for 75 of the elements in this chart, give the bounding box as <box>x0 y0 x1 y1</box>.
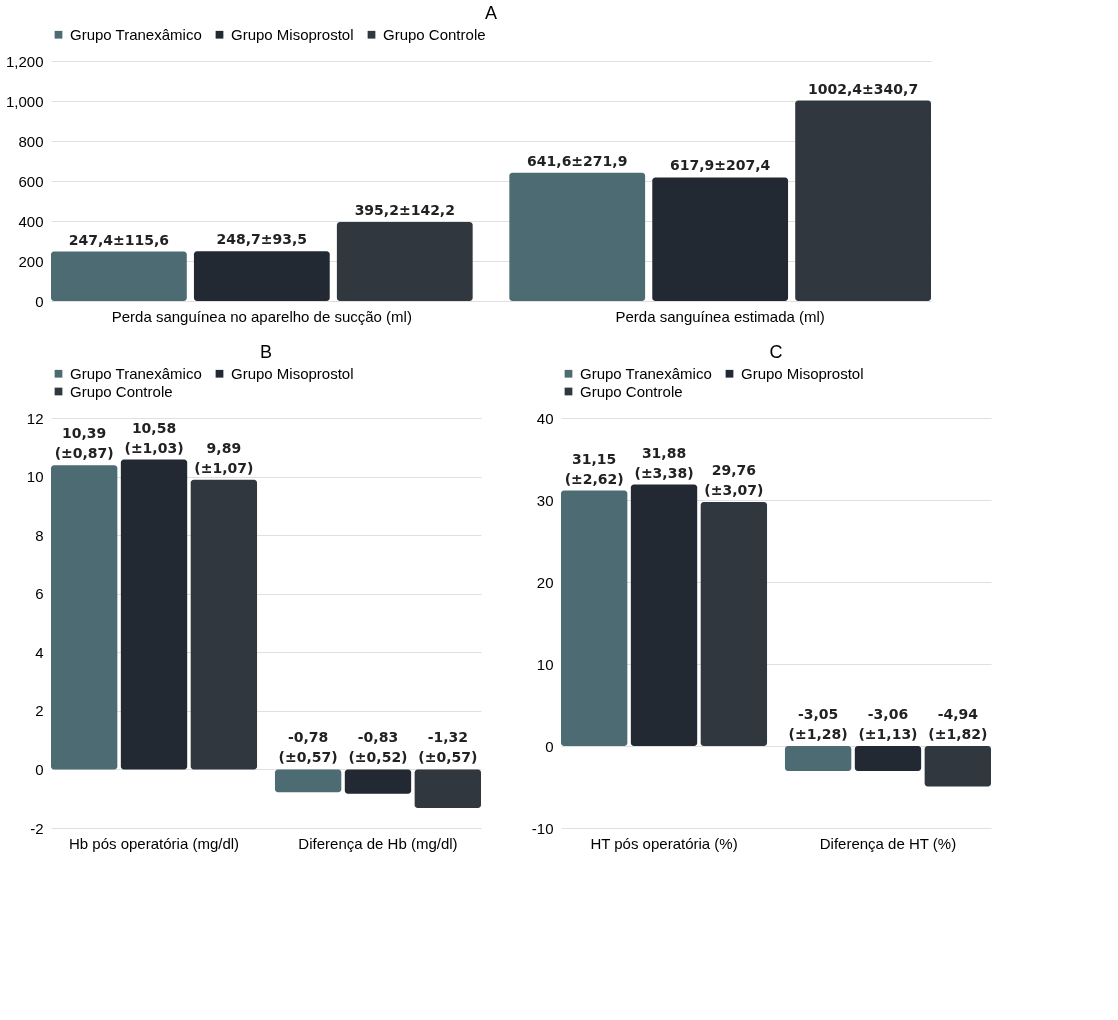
text: -3,06 (±1,13) <box>858 706 918 742</box>
x-tick-label: Diferença de Hb (mg/dl) <box>298 834 458 852</box>
bar <box>336 221 473 301</box>
legend-label: Grupo Misoprostol <box>741 364 864 382</box>
text: -3,05 (±1,28) <box>788 706 848 742</box>
y-tick-label: 1,000 <box>5 92 44 110</box>
data-label: 1002,4±340,7 <box>808 80 919 97</box>
text: 31,88 (±3,38) <box>634 444 694 481</box>
text: 31,15 (±2,62) <box>564 450 624 487</box>
y-tick-label: -2 <box>30 819 44 837</box>
legend-label: Grupo Misoprostol <box>231 364 354 382</box>
x-tick-label: HT pós operatória (%) <box>590 834 738 852</box>
chart-title: C <box>769 342 783 362</box>
y-tick-label: 400 <box>18 212 44 230</box>
x-tick-label: Perda sanguínea no aparelho de sucção (ml) <box>111 307 412 325</box>
y-tick-label: 0 <box>35 292 44 310</box>
y-tick-label: -10 <box>531 819 554 837</box>
y-tick-label: 4 <box>35 643 44 661</box>
bar <box>274 769 342 793</box>
y-tick-label: 800 <box>18 132 44 150</box>
y-tick-label: 20 <box>536 573 554 591</box>
legend-label: Grupo Tranexâmico <box>70 364 202 382</box>
bar <box>344 769 412 794</box>
legend-label: Grupo Controle <box>383 25 486 43</box>
text: 10,39 (±0,87) <box>54 425 114 462</box>
legend-label: Grupo Controle <box>70 382 173 400</box>
y-tick-label: 0 <box>545 737 554 755</box>
y-tick-label: 200 <box>18 252 44 270</box>
bar <box>854 746 922 772</box>
chart-title: B <box>259 342 273 362</box>
y-tick-label: 2 <box>35 702 44 720</box>
text: 10,58 (±1,03) <box>124 419 184 456</box>
data-label: 395,2±142,2 <box>354 201 455 218</box>
text: -0,83 (±0,52) <box>348 729 408 766</box>
x-tick-label: Perda sanguínea estimada (ml) <box>615 307 825 325</box>
data-label: 641,6±271,9 <box>527 152 628 169</box>
x-tick-label: Diferença de HT (%) <box>819 834 957 852</box>
legend-label: Grupo Misoprostol <box>231 25 354 43</box>
bar <box>795 100 931 301</box>
y-tick-label: 6 <box>35 585 44 603</box>
bar <box>784 746 852 772</box>
y-tick-label: 0 <box>35 760 44 778</box>
text: -1,32 (±0,57) <box>418 729 478 766</box>
y-tick-label: 12 <box>26 409 44 427</box>
bar <box>51 465 118 770</box>
bar <box>630 484 698 746</box>
data-label: 247,4±115,6 <box>68 231 170 248</box>
bar <box>193 251 330 301</box>
bar <box>700 501 768 746</box>
data-label: 248,7±93,5 <box>216 231 308 248</box>
bar <box>120 459 188 770</box>
y-tick-label: 40 <box>536 409 554 427</box>
y-tick-label: 600 <box>18 172 44 190</box>
y-tick-label: 8 <box>35 526 44 544</box>
chart-title: A <box>484 3 498 23</box>
bar <box>924 746 991 787</box>
bar <box>561 490 628 746</box>
text: 29,76 (±3,07) <box>704 461 764 498</box>
bar <box>652 177 789 301</box>
x-tick-label: Hb pós operatória (mg/dl) <box>68 834 240 852</box>
legend-label: Grupo Controle <box>580 382 683 400</box>
bar <box>414 769 481 809</box>
data-label: 617,9±207,4 <box>670 157 771 174</box>
text: -0,78 (±0,57) <box>278 729 338 766</box>
text: 9,89 (±1,07) <box>194 439 254 476</box>
bar <box>509 172 646 301</box>
bar <box>190 479 258 770</box>
y-tick-label: 1,200 <box>5 52 44 70</box>
legend-label: Grupo Tranexâmico <box>70 25 202 43</box>
y-tick-label: 10 <box>26 468 44 486</box>
y-tick-label: 10 <box>536 655 554 673</box>
bar <box>51 251 187 301</box>
legend-label: Grupo Tranexâmico <box>580 364 712 382</box>
text: -4,94 (±1,82) <box>928 706 988 742</box>
y-tick-label: 30 <box>536 491 554 509</box>
